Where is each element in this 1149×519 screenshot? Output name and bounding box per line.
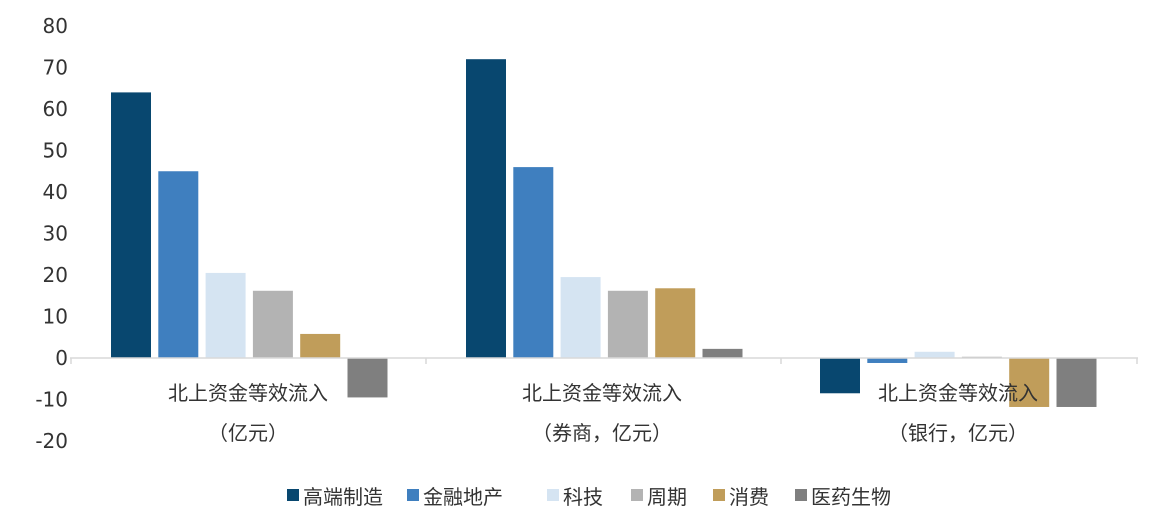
bar (607, 290, 648, 358)
legend-swatch (631, 489, 643, 501)
y-tick-label: 0 (55, 346, 68, 370)
legend-swatch (547, 489, 559, 501)
category-label: （亿元） (208, 421, 288, 445)
bar (867, 358, 908, 363)
bar (513, 167, 554, 358)
y-tick-label: 70 (43, 56, 68, 80)
y-tick-label: -20 (35, 429, 68, 453)
y-tick-label: 20 (43, 263, 68, 287)
y-tick-label: 80 (43, 14, 68, 38)
bar (252, 290, 293, 358)
bar (205, 272, 246, 358)
category-label: （券商，亿元） (532, 421, 672, 445)
bar (158, 171, 199, 358)
legend-label: 医药生物 (811, 485, 891, 509)
bar (702, 348, 743, 358)
bar (820, 358, 860, 394)
bar (655, 288, 696, 358)
category-label: 北上资金等效流入 (522, 381, 682, 405)
legend-label: 周期 (647, 485, 687, 509)
legend-swatch (713, 489, 725, 501)
legend-swatch (287, 489, 299, 501)
bar (1056, 358, 1097, 407)
category-label: 北上资金等效流入 (878, 381, 1038, 405)
y-tick-label: 30 (43, 222, 68, 246)
bar (111, 92, 151, 359)
legend-label: 科技 (563, 485, 603, 509)
bar (300, 333, 341, 358)
legend-label: 金融地产 (423, 485, 503, 509)
category-label: 北上资金等效流入 (168, 381, 328, 405)
y-tick-label: 50 (43, 139, 68, 163)
bar (914, 351, 955, 358)
legend-label: 高端制造 (303, 485, 383, 509)
bar (466, 59, 506, 358)
y-tick-label: 40 (43, 180, 68, 204)
bar (1009, 358, 1050, 407)
y-tick-label: 10 (43, 305, 68, 329)
bar (560, 277, 601, 358)
legend-swatch (407, 489, 419, 501)
legend-swatch (795, 489, 807, 501)
legend-label: 消费 (729, 485, 769, 509)
y-tick-label: -10 (35, 388, 68, 412)
y-tick-label: 60 (43, 97, 68, 121)
bar (347, 358, 388, 398)
category-label: （银行，亿元） (888, 421, 1028, 445)
